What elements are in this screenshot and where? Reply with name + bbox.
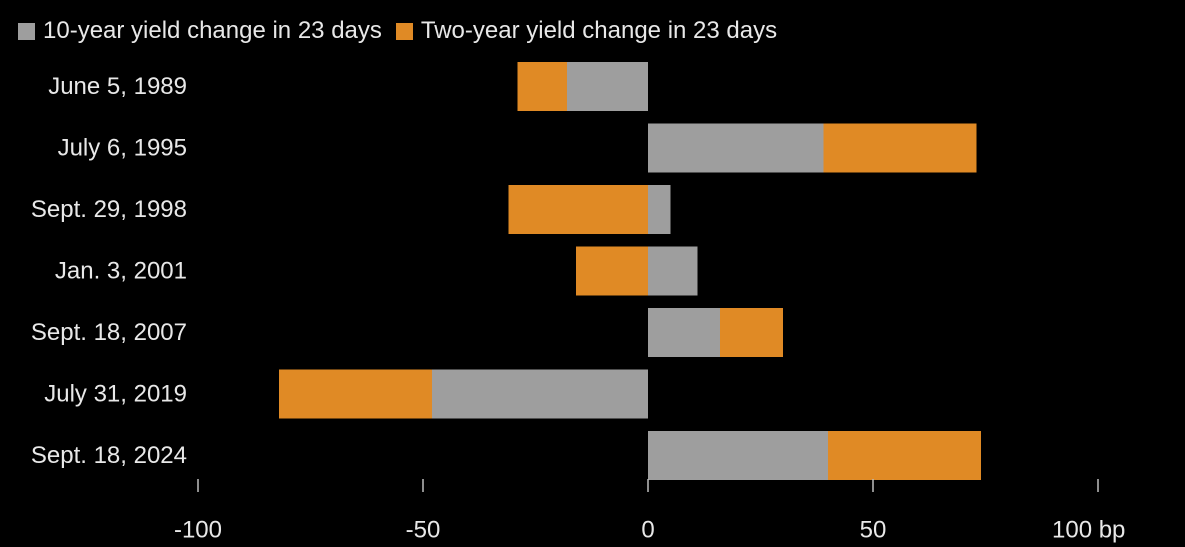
category-label-sept-18-2007: Sept. 18, 2007 — [31, 319, 187, 346]
bar-10-year-sept-18-2007 — [648, 308, 720, 357]
x-tick-label-2: 0 — [641, 517, 654, 544]
bar-two-year-sept-29-1998 — [508, 185, 648, 234]
bar-two-year-june-5-1989 — [517, 62, 567, 111]
chart-legend: 10-year yield change in 23 days Two-year… — [18, 14, 777, 48]
bar-10-year-july-6-1995 — [648, 123, 824, 173]
x-tick-label-3: 50 — [860, 517, 887, 544]
x-tick-label-0: -100 — [174, 517, 222, 544]
category-label-sept-18-2024: Sept. 18, 2024 — [31, 442, 187, 469]
legend-item-two-year: Two-year yield change in 23 days — [395, 17, 778, 45]
x-tick-label-4: 100 bp — [1052, 517, 1125, 544]
legend-label-10-year: 10-year yield change in 23 days — [43, 17, 382, 44]
category-label-jan-3-2001: Jan. 3, 2001 — [55, 258, 187, 285]
bar-two-year-july-6-1995 — [823, 123, 977, 173]
x-tick-label-1: -50 — [406, 517, 441, 544]
bar-10-year-sept-18-2024 — [648, 431, 828, 480]
bar-10-year-jan-3-2001 — [648, 246, 698, 296]
category-label-sept-29-1998: Sept. 29, 1998 — [31, 196, 187, 223]
bar-two-year-sept-18-2024 — [828, 431, 981, 480]
category-label-july-31-2019: July 31, 2019 — [44, 381, 187, 408]
legend-swatch-two-year — [395, 22, 413, 40]
legend-swatch-10-year — [18, 22, 35, 40]
bar-two-year-july-31-2019 — [279, 369, 432, 419]
legend-label-two-year: Two-year yield change in 23 days — [420, 17, 778, 44]
bar-10-year-july-31-2019 — [432, 369, 648, 419]
bar-10-year-sept-29-1998 — [648, 185, 671, 234]
category-label-july-6-1995: July 6, 1995 — [58, 135, 187, 162]
category-label-june-5-1989: June 5, 1989 — [48, 73, 187, 100]
bar-two-year-jan-3-2001 — [576, 246, 648, 296]
bar-10-year-june-5-1989 — [567, 62, 648, 111]
legend-item-10-year: 10-year yield change in 23 days — [18, 17, 382, 45]
bar-two-year-sept-18-2007 — [720, 308, 783, 357]
